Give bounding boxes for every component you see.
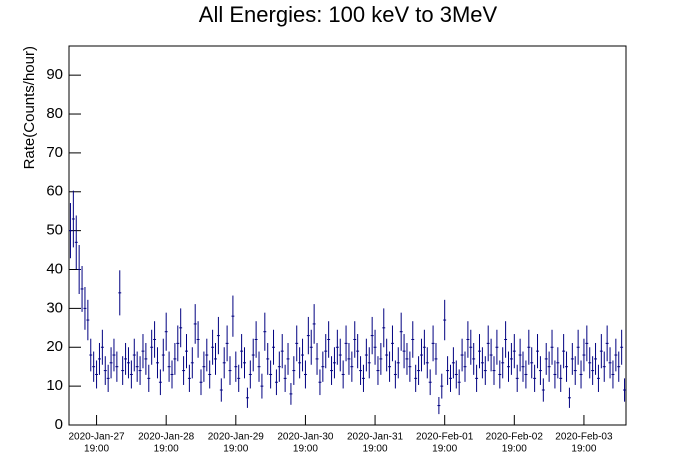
x-tick-label: 19:00 [571, 444, 596, 455]
plot-frame [68, 45, 627, 426]
y-tick-label: 40 [46, 260, 63, 277]
y-tick-label: 90 [46, 66, 63, 83]
x-tick-label: 2020-Feb-01 [416, 432, 474, 443]
x-tick-label: 2020-Jan-29 [208, 432, 265, 443]
x-tick-label: 19:00 [223, 444, 248, 455]
x-tick-label: 2020-Feb-02 [486, 432, 544, 443]
y-tick-label: 50 [46, 222, 63, 239]
x-tick-label: 19:00 [293, 444, 318, 455]
x-tick-label: 2020-Feb-03 [555, 432, 613, 443]
chart-title: All Energies: 100 keV to 3MeV [199, 2, 498, 27]
x-tick-label: 19:00 [432, 444, 457, 455]
x-tick-label: 19:00 [84, 444, 109, 455]
x-tick-label: 2020-Jan-28 [138, 432, 195, 443]
y-tick-label: 70 [46, 144, 63, 161]
x-tick-label: 2020-Jan-27 [68, 432, 125, 443]
y-tick-label: 60 [46, 183, 63, 200]
y-axis-label: Rate(Counts/hour) [21, 46, 38, 169]
y-tick-label: 30 [46, 299, 63, 316]
x-tick-label: 19:00 [154, 444, 179, 455]
y-tick-label: 10 [46, 377, 63, 394]
x-tick-label: 19:00 [363, 444, 388, 455]
x-tick-label: 2020-Jan-31 [347, 432, 404, 443]
x-tick-label: 19:00 [502, 444, 527, 455]
y-tick-label: 20 [46, 338, 63, 355]
y-tick-label: 0 [55, 416, 63, 433]
y-tick-label: 80 [46, 105, 63, 122]
x-tick-label: 2020-Jan-30 [277, 432, 334, 443]
